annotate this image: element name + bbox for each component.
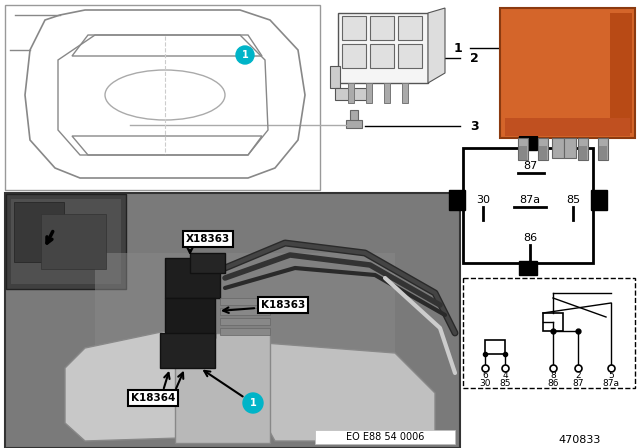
Bar [564, 138, 576, 158]
Circle shape [243, 393, 263, 413]
Bar [342, 44, 366, 68]
Bar [165, 258, 220, 298]
Bar [578, 138, 588, 160]
Text: 1: 1 [250, 398, 257, 408]
Text: 1: 1 [242, 50, 248, 60]
Bar [610, 13, 632, 133]
Bar [14, 202, 64, 262]
Bar [463, 278, 635, 388]
Bar [342, 16, 366, 40]
Bar [505, 118, 630, 136]
Text: 5: 5 [608, 371, 614, 380]
Text: 30: 30 [479, 379, 491, 388]
Bar [599, 146, 607, 160]
Text: 3: 3 [470, 120, 479, 133]
Text: 87a: 87a [602, 379, 620, 388]
Bar [519, 146, 527, 160]
Bar [338, 13, 428, 83]
Bar [370, 44, 394, 68]
Text: X18363: X18363 [186, 234, 230, 244]
Bar [519, 136, 537, 150]
Text: 85: 85 [499, 379, 511, 388]
Text: K18363: K18363 [261, 300, 305, 310]
Circle shape [236, 46, 254, 64]
Bar [543, 313, 563, 331]
Bar [175, 333, 270, 443]
Bar [315, 430, 455, 444]
Bar [5, 193, 460, 448]
Bar [485, 340, 505, 354]
Bar [6, 194, 126, 289]
Bar [449, 190, 465, 210]
Bar [220, 298, 270, 305]
Bar [330, 66, 340, 88]
Bar [384, 83, 390, 103]
Text: EO E88 54 0006: EO E88 54 0006 [346, 432, 424, 442]
Bar [463, 148, 593, 263]
Text: 86: 86 [547, 379, 559, 388]
Bar [220, 318, 270, 325]
Bar [591, 190, 607, 210]
Text: 1: 1 [453, 42, 462, 55]
Text: 85: 85 [566, 195, 580, 205]
Bar [95, 253, 395, 413]
Bar [366, 83, 372, 103]
Text: 4: 4 [502, 371, 508, 380]
Bar [552, 138, 564, 158]
Bar [598, 138, 608, 160]
Bar [350, 110, 358, 125]
Bar [220, 328, 270, 335]
Bar [220, 308, 270, 315]
Bar [165, 298, 215, 338]
Bar [11, 199, 121, 284]
Polygon shape [265, 343, 435, 441]
Text: 8: 8 [550, 371, 556, 380]
Bar [190, 253, 225, 273]
Bar [398, 44, 422, 68]
Bar [160, 333, 215, 368]
Text: 2: 2 [470, 52, 479, 65]
Text: 86: 86 [523, 233, 537, 243]
Bar [41, 214, 106, 269]
Text: 30: 30 [476, 195, 490, 205]
Bar [519, 261, 537, 275]
Bar [370, 16, 394, 40]
Text: 6: 6 [482, 371, 488, 380]
Text: 470833: 470833 [559, 435, 601, 445]
Text: 87: 87 [572, 379, 584, 388]
Text: K18364: K18364 [131, 393, 175, 403]
Bar [402, 83, 408, 103]
Polygon shape [65, 328, 180, 441]
Text: 87: 87 [523, 161, 537, 171]
Polygon shape [428, 8, 445, 83]
Bar [346, 120, 362, 128]
Bar [538, 138, 548, 160]
Text: 2: 2 [575, 371, 581, 380]
Bar [5, 5, 320, 190]
Text: 87a: 87a [520, 195, 541, 205]
Bar [335, 88, 370, 100]
Bar [500, 8, 635, 138]
Bar [518, 138, 528, 160]
Bar [348, 83, 354, 103]
Bar [579, 146, 587, 160]
Bar [539, 146, 547, 160]
Bar [398, 16, 422, 40]
